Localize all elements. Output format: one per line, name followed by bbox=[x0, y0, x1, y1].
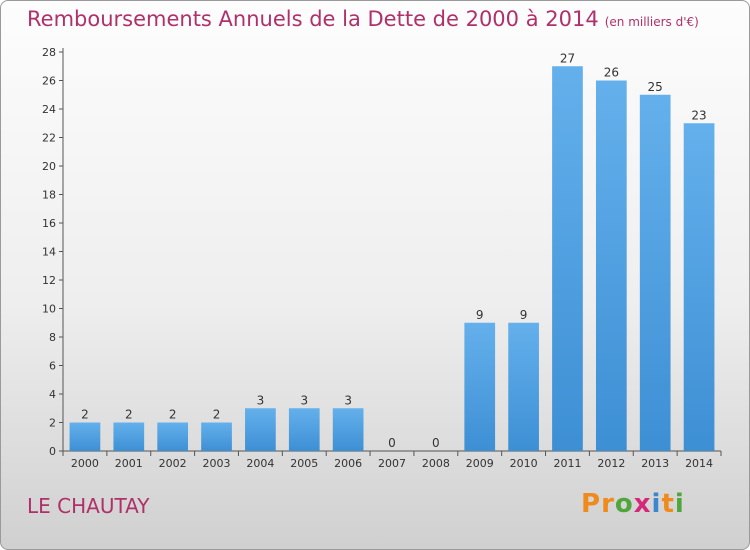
bar-value-label: 23 bbox=[691, 108, 706, 122]
logo-letter: i bbox=[651, 489, 662, 519]
y-tick-label: 18 bbox=[42, 189, 56, 202]
bar bbox=[464, 322, 496, 451]
x-tick-label: 2006 bbox=[334, 457, 362, 470]
logo-letter: P bbox=[581, 489, 602, 519]
x-tick-label: 2013 bbox=[641, 457, 669, 470]
chart-title-text: Remboursements Annuels de la Dette de 20… bbox=[27, 7, 599, 31]
logo-letter: x bbox=[633, 489, 652, 519]
y-tick-label: 0 bbox=[49, 445, 56, 458]
bar-value-label: 3 bbox=[300, 393, 308, 407]
x-tick-label: 2001 bbox=[115, 457, 143, 470]
logo-letter: t bbox=[661, 489, 675, 519]
y-tick-label: 28 bbox=[42, 46, 56, 59]
bar bbox=[595, 80, 627, 451]
x-tick-label: 2009 bbox=[466, 457, 494, 470]
bar-value-label: 2 bbox=[81, 408, 89, 422]
bar-value-label: 2 bbox=[169, 408, 177, 422]
x-tick-label: 2003 bbox=[203, 457, 231, 470]
bar-value-label: 27 bbox=[560, 51, 575, 65]
bar-value-label: 9 bbox=[520, 308, 528, 322]
bar bbox=[245, 408, 276, 451]
x-tick-label: 2007 bbox=[378, 457, 406, 470]
x-tick-label: 2011 bbox=[553, 457, 581, 470]
bar bbox=[113, 422, 145, 451]
bar-value-label: 2 bbox=[125, 408, 133, 422]
bar bbox=[332, 408, 364, 451]
bar-value-label: 0 bbox=[388, 436, 396, 450]
bar-value-label: 0 bbox=[432, 436, 440, 450]
x-tick-label: 2004 bbox=[246, 457, 274, 470]
bar-value-label: 25 bbox=[648, 80, 663, 94]
x-tick-label: 2000 bbox=[71, 457, 99, 470]
logo-letter: r bbox=[601, 489, 615, 519]
bar bbox=[683, 123, 715, 451]
x-tick-label: 2012 bbox=[597, 457, 625, 470]
x-tick-label: 2010 bbox=[510, 457, 538, 470]
bar-value-label: 2 bbox=[213, 408, 221, 422]
y-tick-label: 20 bbox=[42, 160, 56, 173]
bar bbox=[639, 94, 671, 451]
y-tick-label: 2 bbox=[49, 417, 56, 430]
location-name: LE CHAUTAY bbox=[27, 494, 150, 518]
chart-subtitle: (en milliers d'€) bbox=[604, 15, 699, 29]
chart-title: Remboursements Annuels de la Dette de 20… bbox=[27, 7, 699, 31]
y-tick-label: 16 bbox=[42, 217, 56, 230]
bar bbox=[201, 422, 232, 451]
y-tick-label: 22 bbox=[42, 132, 56, 145]
bar-value-label: 9 bbox=[476, 308, 484, 322]
logo-letter: o bbox=[614, 489, 634, 519]
x-tick-label: 2014 bbox=[685, 457, 713, 470]
bar bbox=[69, 422, 101, 451]
y-tick-label: 8 bbox=[49, 331, 56, 344]
bar bbox=[157, 422, 189, 451]
x-tick-label: 2002 bbox=[159, 457, 187, 470]
proxiti-logo: Proxiti bbox=[581, 489, 685, 519]
bar-value-label: 3 bbox=[257, 393, 265, 407]
y-tick-label: 24 bbox=[42, 103, 56, 116]
y-tick-label: 10 bbox=[42, 303, 56, 316]
x-tick-label: 2005 bbox=[290, 457, 318, 470]
y-tick-label: 26 bbox=[42, 75, 56, 88]
bar-value-label: 3 bbox=[344, 393, 352, 407]
x-tick-label: 2008 bbox=[422, 457, 450, 470]
bar bbox=[508, 322, 539, 451]
bar bbox=[552, 66, 583, 451]
y-tick-label: 14 bbox=[42, 246, 56, 259]
y-tick-label: 4 bbox=[49, 388, 56, 401]
bar-value-label: 26 bbox=[604, 66, 619, 80]
y-tick-label: 12 bbox=[42, 274, 56, 287]
y-tick-label: 6 bbox=[49, 360, 56, 373]
bar bbox=[288, 408, 320, 451]
logo-letter: i bbox=[674, 489, 685, 519]
